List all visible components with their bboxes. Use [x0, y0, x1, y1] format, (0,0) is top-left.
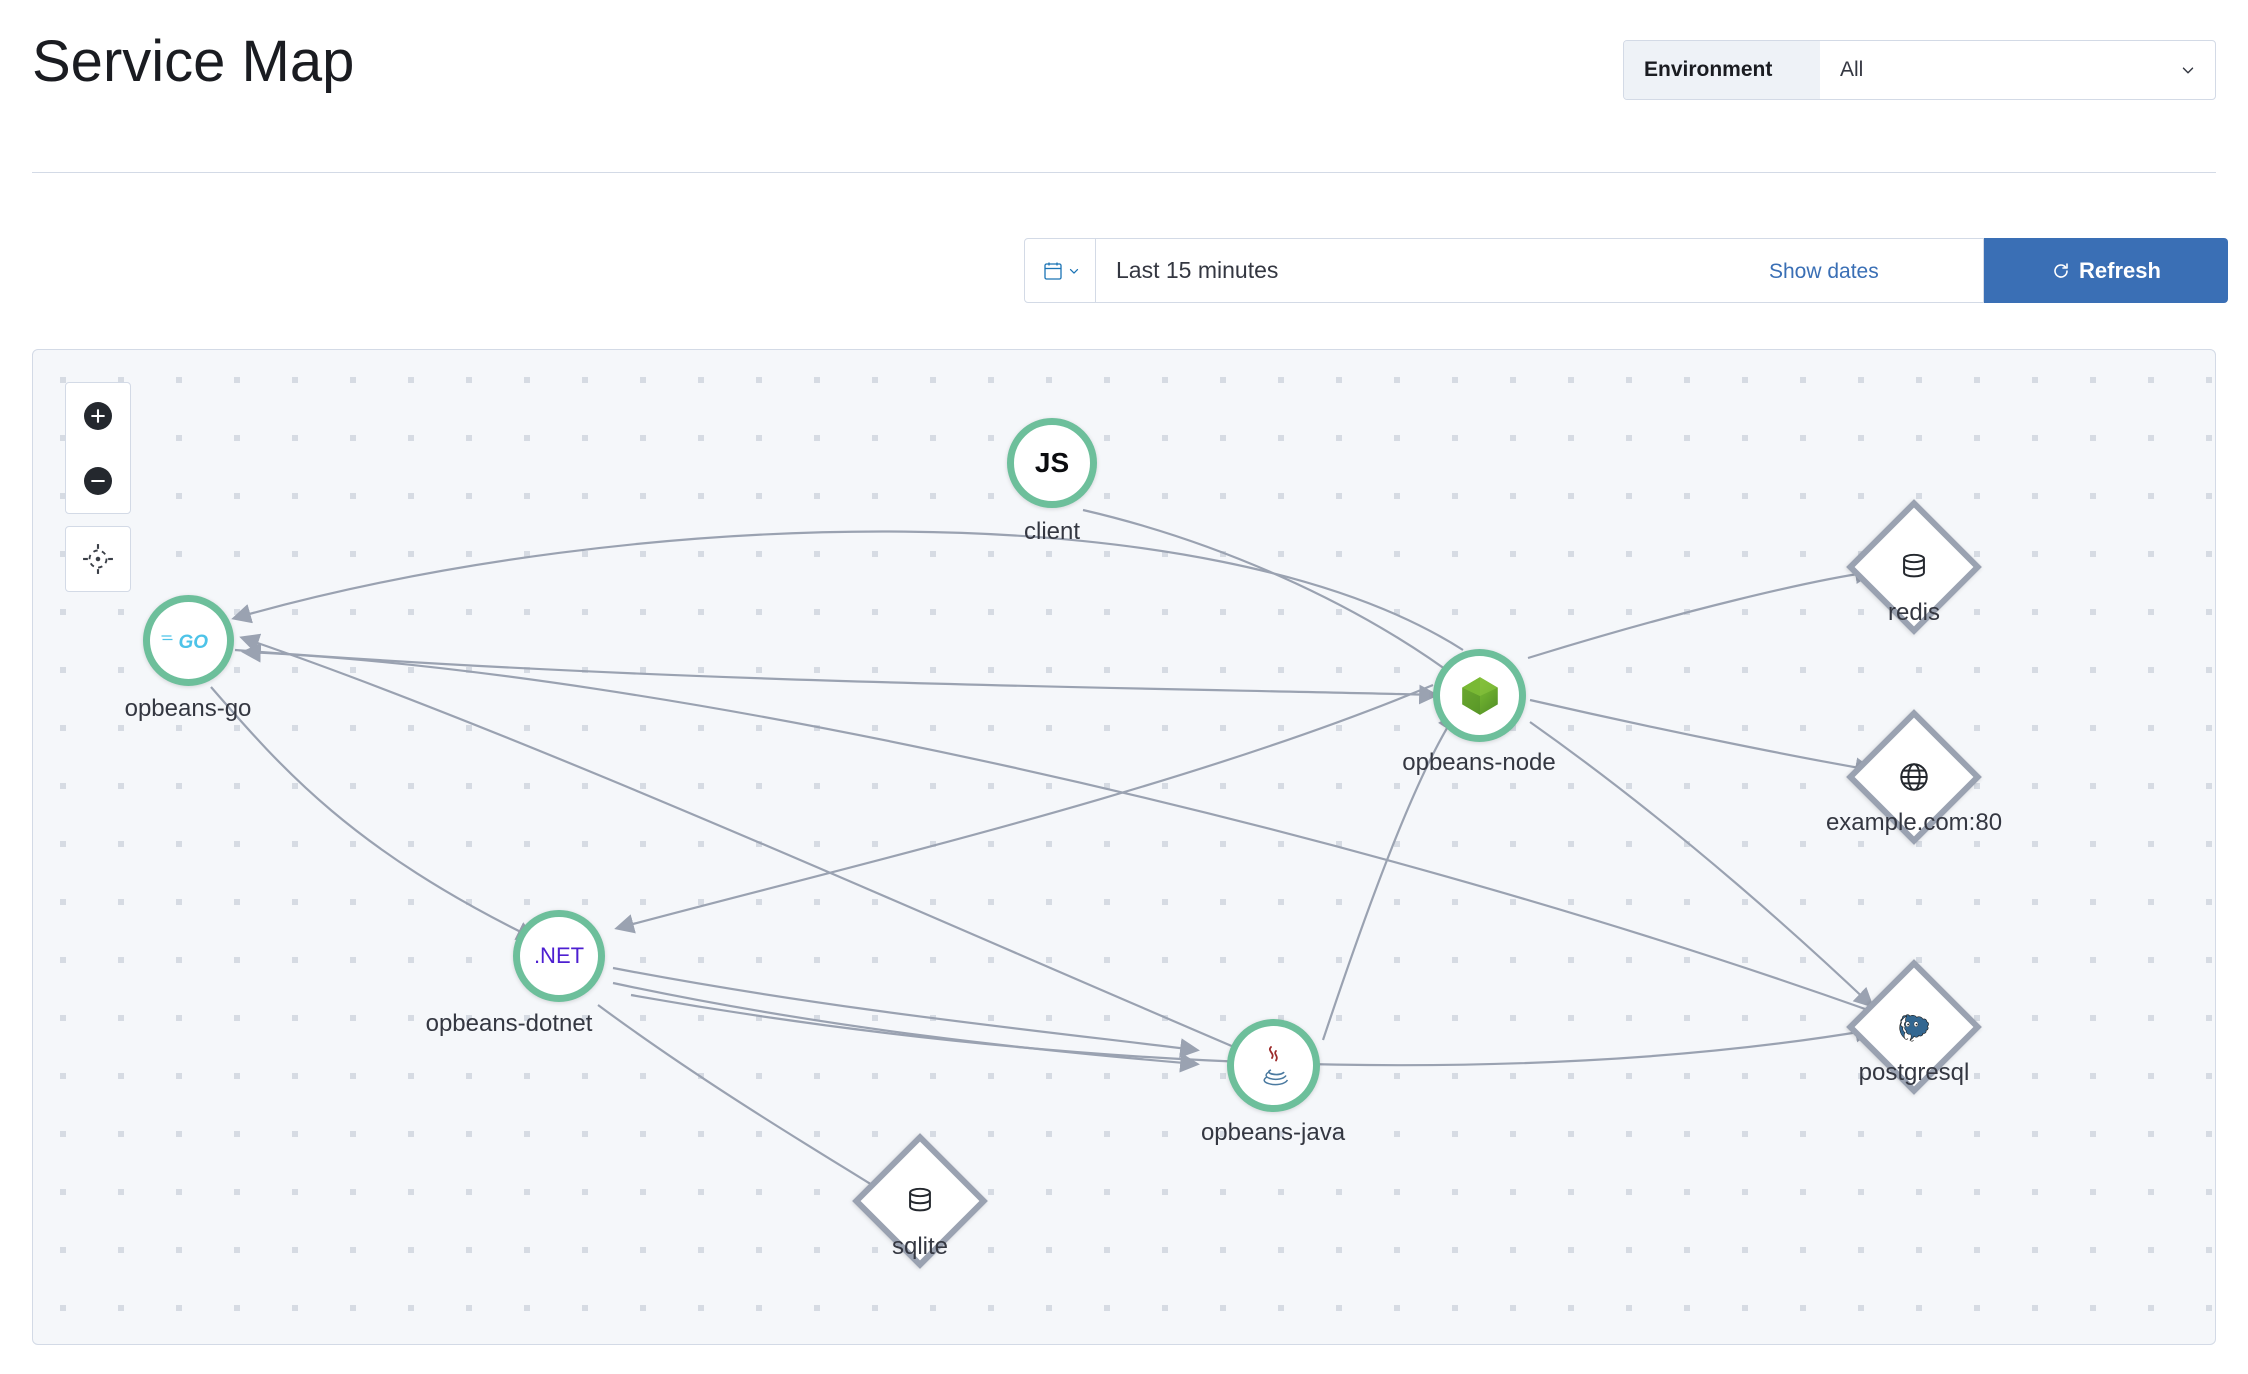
svg-text:GO: GO [178, 632, 208, 653]
